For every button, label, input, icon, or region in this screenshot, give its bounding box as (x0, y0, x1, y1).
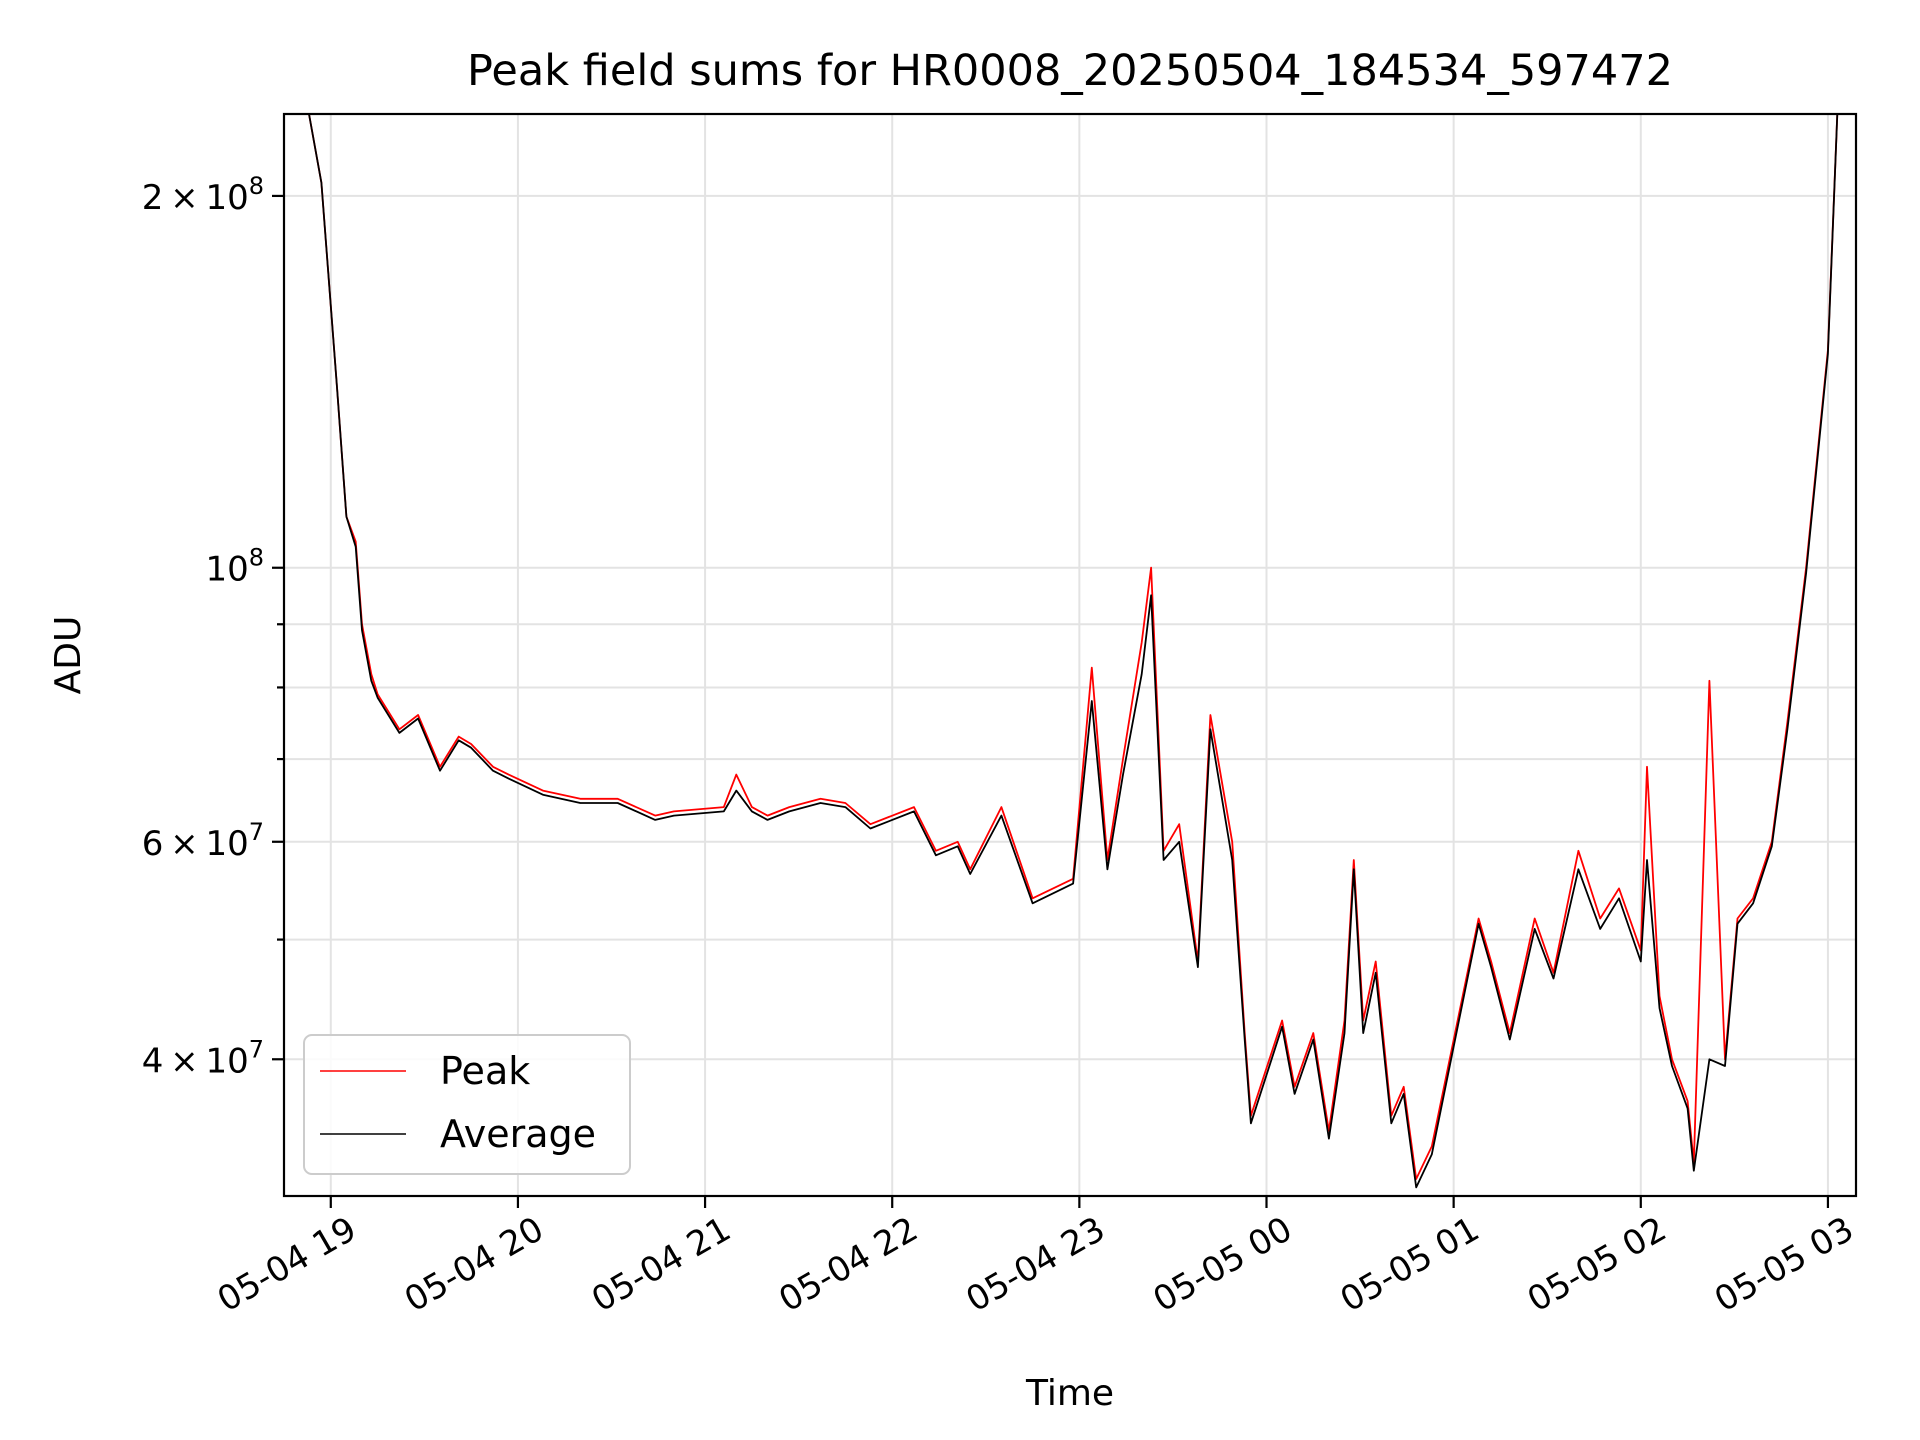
y-tick-label: 4 × 107 (142, 1035, 264, 1081)
legend-label-peak: Peak (440, 1049, 530, 1093)
y-axis-label: ADU (48, 616, 89, 695)
series-layer (284, 114, 1839, 1189)
legend-box (303, 1034, 631, 1175)
series-line-average (284, 114, 1839, 1189)
y-tick-label: 6 × 107 (142, 818, 264, 864)
legend-label-average: Average (440, 1112, 596, 1156)
y-tick-label: 108 (205, 544, 264, 590)
plot-frame (282, 112, 1858, 1198)
y-tick-label: 2 × 108 (142, 172, 264, 218)
x-axis-label: Time (1025, 1373, 1114, 1414)
chart-title: Peak field sums for HR0008_20250504_1845… (467, 46, 1673, 96)
legend: Peak Average (303, 1034, 631, 1175)
grid (284, 114, 1856, 1196)
